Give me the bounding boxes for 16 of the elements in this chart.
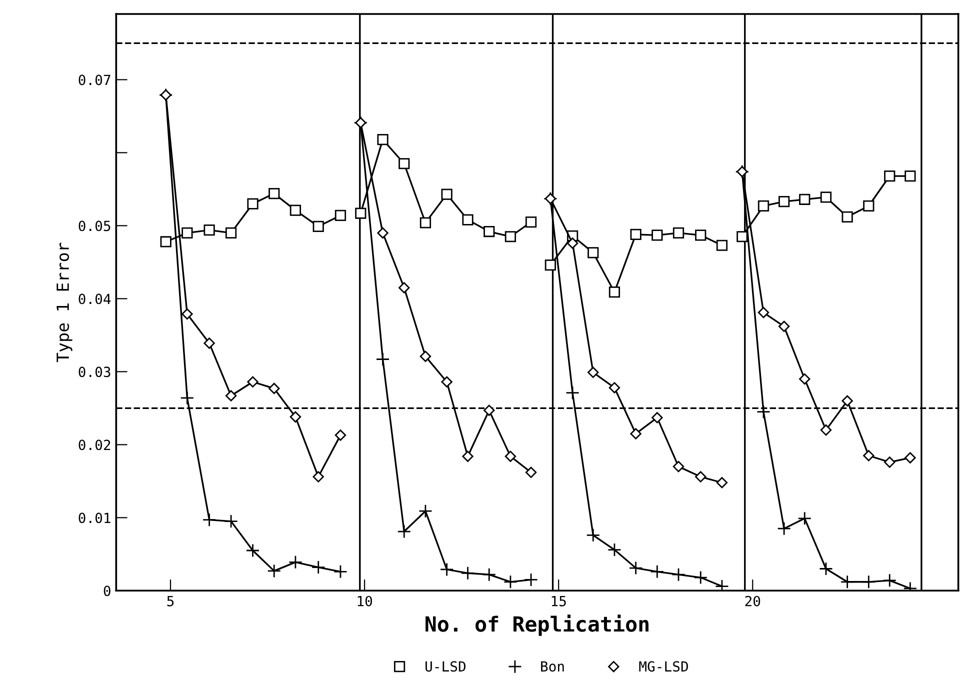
y-tick-label: 0.04	[78, 294, 111, 304]
x-tick-label: 20	[745, 596, 760, 606]
y-axis-title: Type 1 Error	[56, 242, 72, 362]
x-tick-label: 5	[167, 596, 174, 606]
x-tick-label: 10	[358, 596, 372, 606]
y-tick-label: 0.02	[78, 440, 110, 450]
x-axis-title: No. of Replication	[426, 614, 648, 636]
legend-label: U-LSD	[426, 661, 466, 672]
y-tick-label: 0.07	[78, 74, 110, 86]
y-tick-label: 0	[104, 586, 110, 596]
legend-label: Bon	[541, 661, 564, 672]
x-tick-label: 15	[552, 596, 566, 606]
y-tick-label: 0.01	[78, 512, 110, 524]
y-tick-label: 0.05	[78, 220, 110, 232]
y-tick-label: 0.03	[78, 366, 110, 378]
legend-label: MG-LSD	[639, 661, 688, 672]
